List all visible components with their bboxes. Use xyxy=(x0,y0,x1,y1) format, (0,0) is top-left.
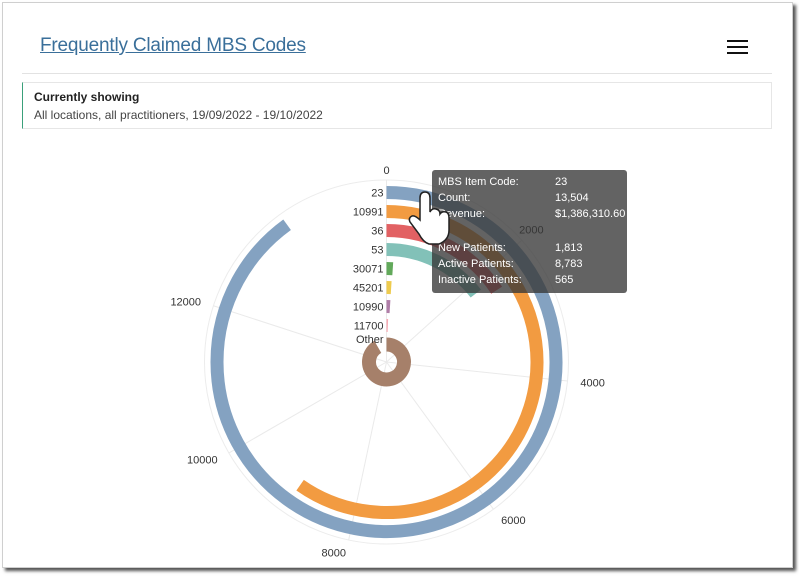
grid-spoke xyxy=(228,361,387,454)
category-label: 30071 xyxy=(353,264,384,276)
category-label: 11700 xyxy=(354,321,384,333)
tooltip-label: Revenue: xyxy=(438,208,486,220)
tooltip-value: $1,386,310.60 xyxy=(555,208,626,220)
tooltip-value: 1,813 xyxy=(555,242,583,254)
tick-label: 12000 xyxy=(170,297,201,309)
bar-Other xyxy=(362,337,411,387)
filter-text: All locations, all practitioners, 19/09/… xyxy=(34,108,323,122)
tooltip-label: MBS Item Code: xyxy=(438,176,519,188)
category-label: Other xyxy=(356,334,384,346)
tooltip-value: 13,504 xyxy=(555,192,589,204)
hamburger-icon[interactable] xyxy=(727,40,748,58)
category-label: 36 xyxy=(371,226,383,238)
tooltip-label: Active Patients: xyxy=(438,258,514,270)
tick-label: 8000 xyxy=(321,548,345,560)
divider xyxy=(22,73,772,74)
chart-card: Frequently Claimed MBS Codes Currently s… xyxy=(2,2,793,568)
filter-heading: Currently showing xyxy=(34,90,140,104)
category-label: 53 xyxy=(371,245,383,257)
chart-title-link[interactable]: Frequently Claimed MBS Codes xyxy=(40,35,306,56)
grid-spoke xyxy=(213,305,387,363)
category-label: 10991 xyxy=(353,207,384,219)
filter-summary: Currently showing All locations, all pra… xyxy=(22,82,772,129)
tooltip-label: Inactive Patients: xyxy=(438,274,522,286)
tick-label: 4000 xyxy=(580,377,604,389)
category-label: 45201 xyxy=(353,283,384,295)
tooltip-label: New Patients: xyxy=(438,242,506,254)
tooltip-value: 23 xyxy=(555,176,568,188)
tick-label: 0 xyxy=(383,165,389,177)
tick-label: 6000 xyxy=(501,515,525,527)
tick-label: 10000 xyxy=(187,455,218,467)
tooltip-label: Count: xyxy=(438,192,471,204)
tooltip: MBS Item Code: 23 Count: 13,504 Revenue:… xyxy=(432,170,627,293)
tooltip-value: 565 xyxy=(555,274,574,286)
category-label: 10990 xyxy=(353,302,384,314)
tooltip-value: 8,783 xyxy=(555,258,583,270)
category-label: 23 xyxy=(371,188,383,200)
